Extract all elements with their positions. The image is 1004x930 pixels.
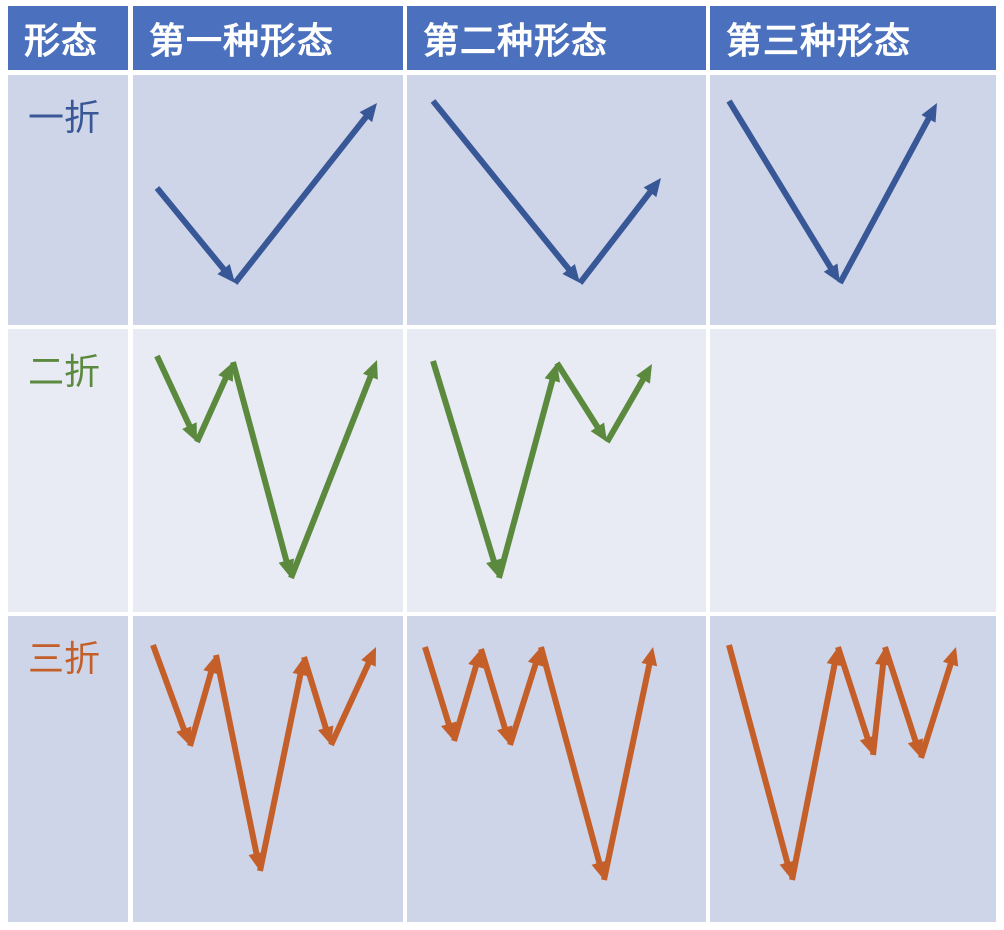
cell-r2-c3 (710, 329, 996, 612)
arrow-head (590, 422, 607, 442)
arrow-head (362, 360, 378, 380)
arrow-segment (422, 646, 453, 729)
arrow-segment (301, 656, 330, 733)
first-form-three-fold-arrows (150, 643, 376, 872)
arrow-head (636, 364, 652, 384)
arrow-head (544, 363, 561, 383)
third-form-one-fold-arrows (726, 99, 937, 285)
second-form-three-fold-arrows (422, 646, 658, 881)
header-col-3: 第三种形态 (710, 6, 996, 70)
third-form-three-fold-arrows (726, 644, 959, 881)
arrow-head (921, 103, 937, 123)
arrow-segment (870, 660, 887, 756)
arrow-segment (232, 112, 371, 285)
arrow-segment (882, 646, 920, 746)
arrow-head (942, 647, 959, 667)
arrow-head (643, 178, 661, 198)
second-form-one-fold-arrows (430, 99, 661, 285)
first-form-one-fold-arrows (154, 103, 377, 285)
arrow-segment (837, 113, 933, 285)
arrow-segment (430, 360, 498, 566)
arrow-segment (577, 187, 655, 285)
second-form-two-fold-arrows (430, 360, 652, 579)
row-label-three-fold: 三折 (8, 616, 128, 922)
cell-r2-c1 (133, 329, 403, 612)
arrow-segment (478, 648, 509, 733)
header-col-2: 第二种形态 (407, 6, 706, 70)
arrow-segment (451, 661, 480, 742)
arrow-head (217, 264, 235, 283)
first-form-two-fold-arrows (154, 354, 378, 580)
arrow-segment (604, 374, 648, 444)
arrow-segment (430, 99, 574, 274)
arrow-head (907, 738, 924, 758)
arrow-segment (496, 375, 557, 579)
arrow-segment (726, 644, 792, 868)
arrow-segment (230, 361, 291, 566)
arrow-head (641, 647, 658, 667)
arrow-head (562, 263, 580, 283)
arrow-segment (187, 667, 216, 747)
arrow-segment (257, 670, 305, 872)
arrow-segment (538, 646, 604, 868)
arrow-segment (213, 654, 261, 858)
header-col-1: 第一种形态 (133, 6, 403, 70)
arrow-segment (194, 373, 230, 444)
arrow-segment (507, 659, 540, 746)
arrow-head (218, 362, 233, 382)
cell-r1-c3 (710, 75, 996, 325)
arrow-segment (835, 646, 872, 743)
arrow-segment (554, 361, 603, 432)
arrow-head (176, 726, 192, 746)
cell-r3-c1 (133, 616, 403, 922)
arrow-segment (328, 658, 373, 747)
cell-r1-c1 (133, 75, 403, 325)
arrow-segment (150, 643, 189, 734)
arrow-segment (918, 659, 955, 759)
arrow-head (318, 725, 334, 745)
arrow-segment (726, 99, 836, 273)
arrow-head (182, 422, 197, 442)
arrow-head (823, 263, 840, 283)
cell-r1-c2 (407, 75, 706, 325)
row-label-one-fold: 一折 (8, 75, 128, 325)
cell-r3-c2 (407, 616, 706, 922)
arrow-segment (789, 660, 839, 881)
row-label-two-fold: 二折 (8, 329, 128, 612)
arrow-segment (288, 371, 375, 580)
arrow-segment (601, 660, 654, 881)
header-corner: 形态 (8, 6, 128, 70)
arrow-segment (154, 354, 194, 431)
arrow-segment (154, 186, 229, 275)
arrow-head (361, 647, 376, 667)
arrow-head (359, 103, 377, 123)
